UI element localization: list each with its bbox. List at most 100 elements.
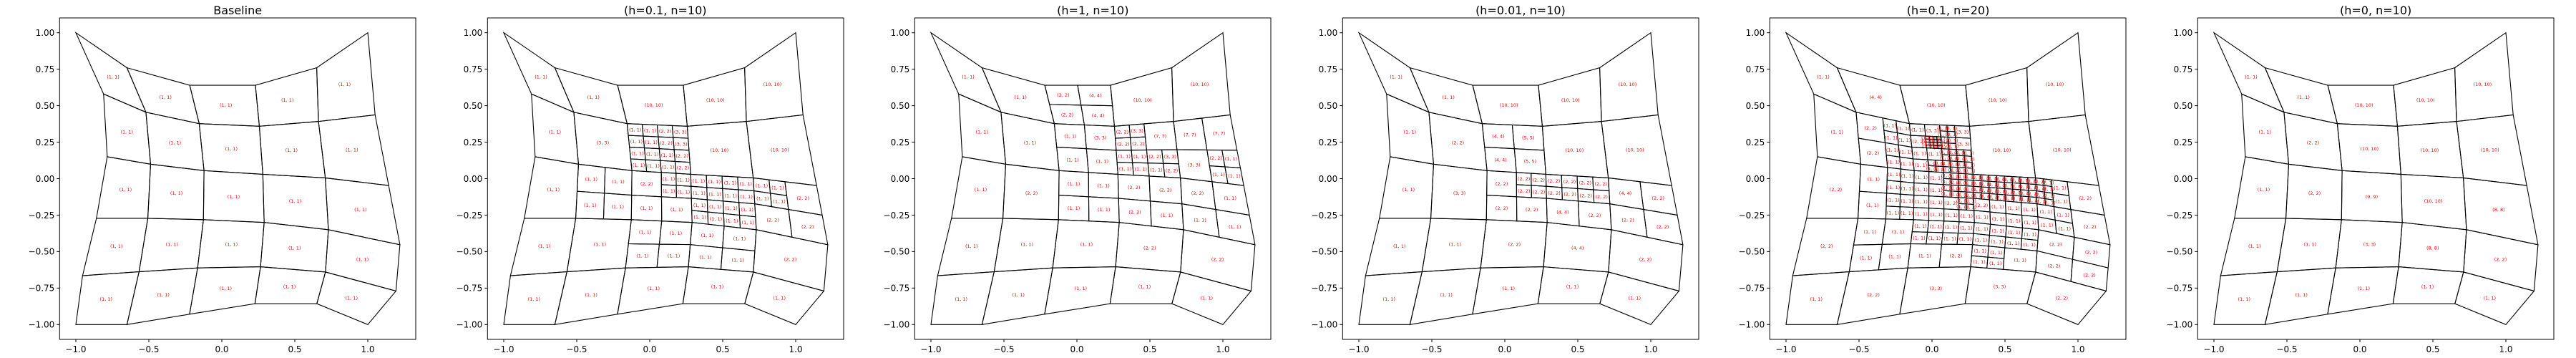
x-tick-label: 0.0	[1070, 344, 1084, 354]
cell-label: (2, 2)	[1132, 141, 1144, 147]
cell-label: (1, 1)	[660, 153, 673, 158]
y-tick-label: 1.00	[2174, 28, 2193, 38]
x-tick-label: 1.0	[1644, 344, 1657, 354]
cell-label: (2, 2)	[2079, 195, 2092, 201]
y-tick-label: −0.50	[456, 247, 482, 257]
y-tick-label: 0.75	[2174, 64, 2193, 74]
cell-label: (1, 1)	[1976, 215, 1989, 221]
cell-label: (2, 2)	[1057, 92, 1069, 98]
cell-label: (3, 3)	[1994, 284, 2006, 290]
cell-label: (1, 1)	[756, 196, 769, 202]
cell-label: (1, 1)	[1911, 127, 1923, 133]
cell-label: (1, 1)	[708, 179, 720, 185]
cell-label: (1, 1)	[1941, 167, 1953, 173]
cell-label: (1, 1)	[1442, 95, 1454, 100]
cell-label: (1, 1)	[169, 140, 181, 146]
cell-label: (10, 10)	[1500, 102, 1518, 108]
y-tick-label: 0.00	[463, 174, 482, 184]
cell-label: (1, 1)	[1926, 160, 1938, 166]
cell-label: (1, 1)	[2034, 192, 2046, 198]
cell-label: (1, 1)	[1916, 175, 1928, 180]
cell-label: (1, 1)	[1901, 161, 1913, 167]
y-tick-label: 0.25	[1746, 137, 1765, 147]
y-tick-label: −0.50	[29, 247, 55, 257]
y-tick-label: 0.00	[2174, 174, 2193, 184]
cell-label: (1, 1)	[2011, 196, 2024, 202]
mesh-cell	[1785, 32, 1858, 113]
cell-label: (1, 1)	[346, 147, 358, 153]
cell-label: (2, 2)	[1589, 213, 1601, 218]
x-tick-label: 1.0	[2499, 344, 2512, 354]
cell-label: (1, 1)	[693, 215, 706, 221]
cell-label: (1, 1)	[1868, 176, 1880, 182]
cell-label: (1, 1)	[1064, 133, 1076, 139]
cell-label: (1, 1)	[693, 203, 705, 208]
cell-label: (3, 3)	[1926, 128, 1938, 134]
cell-label: (1, 1)	[1224, 195, 1236, 201]
cell-label: (1, 1)	[2024, 231, 2036, 237]
mesh-cell	[1357, 32, 1430, 113]
cell-label: (1, 1)	[225, 146, 238, 152]
cell-label: (1, 1)	[1963, 163, 1975, 168]
cell-label: (1, 1)	[1956, 198, 1968, 204]
axes-frame	[2197, 17, 2555, 340]
cell-label: (7, 7)	[1184, 132, 1196, 138]
cell-label: (2, 2)	[1594, 181, 1606, 187]
cell-label: (1, 1)	[1959, 236, 1971, 242]
cell-label: (1, 1)	[1884, 123, 1896, 129]
x-tick-label: 0.5	[1999, 344, 2012, 354]
cell-label: (4, 4)	[1870, 95, 1882, 100]
cell-label: (1, 1)	[669, 231, 681, 236]
cell-label: (1, 1)	[1930, 144, 1942, 150]
y-tick-label: 0.75	[36, 64, 55, 74]
y-tick-label: −0.75	[884, 284, 910, 294]
cell-label: (1, 1)	[1382, 296, 1395, 302]
mesh-cell	[316, 271, 397, 325]
cell-label: (1, 1)	[107, 74, 119, 79]
x-tick-label: −0.5	[994, 344, 1015, 354]
cell-label: (1, 1)	[1956, 204, 1968, 210]
x-tick-label: 0.5	[716, 344, 729, 354]
cell-label: (2, 2)	[1820, 243, 1833, 249]
cell-label: (10, 10)	[1133, 97, 1152, 103]
cell-label: (2, 2)	[676, 165, 688, 171]
cell-label: (1, 1)	[1885, 135, 1898, 141]
cell-label: (1, 1)	[1948, 173, 1961, 179]
cell-label: (3, 3)	[1957, 141, 1969, 147]
cell-label: (1, 1)	[1566, 284, 1579, 290]
cell-label: (2, 2)	[784, 257, 796, 263]
cell-label: (1, 1)	[2297, 95, 2309, 100]
cell-label: (2, 2)	[1143, 245, 1156, 251]
cell-label: (1, 1)	[2014, 257, 2026, 263]
cell-label: (1, 1)	[119, 187, 132, 193]
cell-label: (2, 2)	[1657, 224, 1669, 230]
cell-label: (2, 2)	[1548, 190, 1560, 196]
cell-label: (2, 2)	[796, 195, 809, 201]
cell-label: (1, 1)	[1938, 137, 1951, 143]
cell-label: (10, 10)	[710, 147, 728, 153]
cell-label: (1, 1)	[1922, 141, 1934, 147]
cell-label: (1, 1)	[1954, 150, 1966, 156]
cell-label: (1, 1)	[1229, 224, 1241, 230]
cell-label: (1, 1)	[773, 198, 785, 204]
cell-label: (1, 1)	[2026, 178, 2038, 184]
cell-label: (1, 1)	[1939, 143, 1951, 149]
panel-title: Baseline	[213, 4, 263, 17]
cell-label: (2, 2)	[1061, 112, 1073, 117]
cell-label: (1, 1)	[1390, 74, 1402, 79]
cell-label: (10, 10)	[2355, 102, 2373, 108]
cell-label: (2, 2)	[766, 218, 779, 223]
cell-label: (1, 1)	[2008, 218, 2020, 224]
panel-title: (h=0, n=10)	[2339, 4, 2412, 17]
cell-label: (1, 1)	[1964, 198, 1976, 204]
cell-label: (2, 2)	[1865, 125, 1877, 131]
cell-label: (1, 1)	[1448, 242, 1460, 248]
cell-label: (1, 1)	[2040, 209, 2052, 215]
cell-label: (1, 1)	[1931, 212, 1943, 218]
cell-label: (1, 1)	[354, 207, 366, 213]
cell-label: (10, 10)	[1191, 82, 1209, 87]
cell-label: (3, 3)	[673, 130, 686, 135]
cell-label: (1, 1)	[225, 241, 238, 247]
cell-label: (1, 1)	[1403, 129, 1415, 135]
cell-label: (1, 1)	[1888, 185, 1900, 190]
